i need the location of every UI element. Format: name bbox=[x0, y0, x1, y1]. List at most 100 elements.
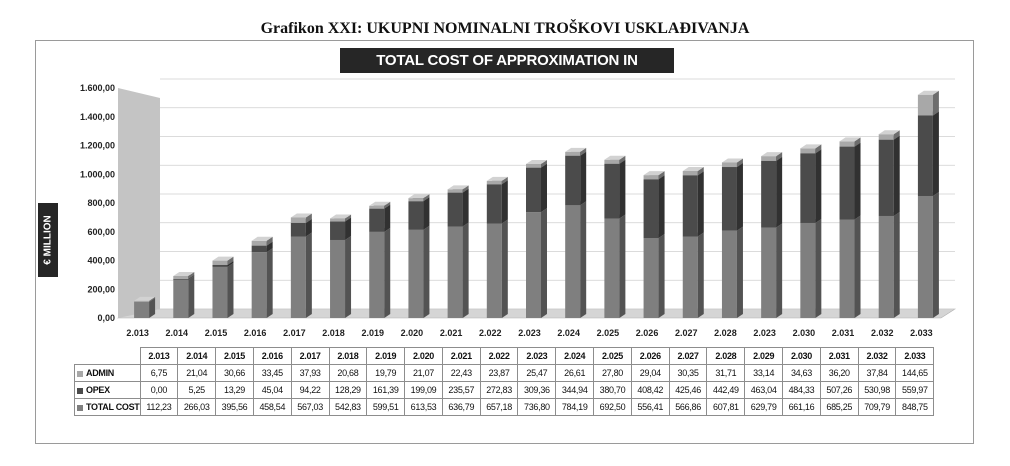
table-cell: 784,19 bbox=[555, 398, 595, 416]
table-header-cell: 2.015 bbox=[215, 347, 254, 365]
table-cell: 599,51 bbox=[366, 398, 406, 416]
data-table: 2.013 2.014 2.015 2.016 2.017 2.018 2.019 2.020… bbox=[74, 347, 935, 416]
bar-opex-front bbox=[761, 160, 777, 228]
bar-admin-side bbox=[776, 152, 783, 161]
table-cell: 33,14 bbox=[744, 364, 784, 382]
table-header-cell: 2.026 bbox=[630, 347, 670, 365]
bar-admin-top bbox=[800, 144, 822, 149]
bar-total-front bbox=[486, 223, 502, 318]
table-cell: 33,45 bbox=[252, 364, 292, 382]
bar-total-front bbox=[800, 222, 816, 318]
table-header-cell: 2.018 bbox=[328, 347, 368, 365]
bar-total-front bbox=[682, 236, 698, 318]
table-row-label: ADMIN bbox=[74, 364, 141, 382]
bar-total-side bbox=[305, 232, 312, 318]
bar-admin-top bbox=[878, 130, 900, 135]
bar-admin-side bbox=[345, 214, 352, 222]
chart-plot: 0,00 200,00 400,00 600,00 800,00 1.000,00 1.20… bbox=[80, 78, 957, 338]
x-tick-label: 2.015 bbox=[205, 328, 228, 338]
bar-total-front bbox=[643, 238, 659, 318]
bar-total-side bbox=[188, 275, 195, 318]
x-tick-label: 2.023 bbox=[518, 328, 541, 338]
bar-admin-top bbox=[251, 236, 273, 241]
table-cell: 309,36 bbox=[517, 381, 557, 399]
bar-opex-side bbox=[305, 218, 312, 237]
bar-admin-front bbox=[604, 159, 620, 164]
table-cell: 21,07 bbox=[404, 364, 443, 382]
bar-total-front bbox=[330, 239, 346, 318]
y-tick-label: 200,00 bbox=[87, 284, 115, 294]
table-header-cell: 2.032 bbox=[857, 347, 897, 365]
bar-opex-side bbox=[227, 260, 234, 267]
y-tick-label: 400,00 bbox=[87, 256, 115, 266]
bar-admin-side bbox=[697, 166, 704, 176]
bar-opex-front bbox=[408, 201, 424, 230]
bar-total-side bbox=[776, 223, 783, 318]
table-cell: 736,80 bbox=[517, 398, 557, 416]
bar-total-front bbox=[526, 212, 541, 318]
bar-opex-side bbox=[815, 149, 822, 223]
table-cell: 629,79 bbox=[744, 398, 784, 416]
bar-admin-side bbox=[932, 90, 939, 116]
table-cell: 685,25 bbox=[819, 398, 859, 416]
table-cell: 21,04 bbox=[177, 364, 217, 382]
table-header-cell: 2.024 bbox=[555, 347, 595, 365]
bar-opex-front bbox=[486, 184, 502, 224]
table-cell: 425,46 bbox=[668, 381, 708, 399]
table-cell: 22,43 bbox=[441, 364, 481, 382]
bar-opex-side bbox=[932, 111, 939, 196]
x-tick-label: 2.025 bbox=[597, 328, 620, 338]
bar-admin-front bbox=[408, 198, 424, 202]
bar-total-side bbox=[462, 222, 469, 318]
bar-admin-side bbox=[501, 176, 508, 185]
table-cell: 661,16 bbox=[782, 398, 821, 416]
bar-admin-front bbox=[682, 170, 698, 176]
bar-admin-side bbox=[541, 159, 547, 168]
table-cell: 94,22 bbox=[290, 381, 330, 399]
bar-admin-top bbox=[330, 214, 352, 219]
x-tick-label: 2.022 bbox=[479, 328, 502, 338]
legend-swatch bbox=[77, 404, 83, 411]
x-tick-label: 2.014 bbox=[166, 328, 189, 338]
bar-opex-front bbox=[212, 264, 228, 267]
bar-opex-front bbox=[682, 175, 698, 237]
table-cell: 442,49 bbox=[706, 381, 746, 399]
bar-total-side bbox=[345, 235, 352, 318]
table-cell: 20,68 bbox=[328, 364, 368, 382]
table-cell: 408,42 bbox=[630, 381, 670, 399]
bar-admin-side bbox=[149, 296, 156, 302]
bar-admin-front bbox=[643, 175, 659, 180]
chart-frame: TOTAL COST OF APPROXIMATION IN NOMINAL T… bbox=[35, 40, 974, 444]
x-tick-label: 2.018 bbox=[322, 328, 345, 338]
y-tick-label: 1.400,00 bbox=[80, 112, 115, 122]
bar-admin-side bbox=[580, 147, 587, 156]
bar-total-side bbox=[384, 227, 391, 318]
table-cell: 144,65 bbox=[895, 364, 935, 382]
y-tick-label: 1.600,00 bbox=[80, 83, 115, 93]
bar-admin-top bbox=[369, 201, 391, 206]
table-cell: 37,93 bbox=[290, 364, 330, 382]
bar-admin-top bbox=[173, 271, 195, 276]
table-cell: 0,00 bbox=[139, 381, 179, 399]
table-cell: 559,97 bbox=[895, 381, 935, 399]
x-tick-label: 2.021 bbox=[440, 328, 463, 338]
bar-admin-side bbox=[305, 213, 312, 223]
bar-admin-front bbox=[330, 218, 346, 222]
bar-admin-side bbox=[227, 256, 234, 265]
bar-opex-front bbox=[839, 146, 855, 220]
table-cell: 567,03 bbox=[290, 398, 330, 416]
bar-opex-front bbox=[526, 167, 541, 213]
x-tick-label: 2.019 bbox=[361, 328, 384, 338]
table-header-cell: 2.021 bbox=[441, 347, 481, 365]
y-tick-label: 1.200,00 bbox=[80, 141, 115, 151]
x-tick-label: 2.024 bbox=[557, 328, 580, 338]
table-cell: 636,79 bbox=[441, 398, 481, 416]
bar-total-front bbox=[369, 231, 385, 318]
y-tick-label: 0,00 bbox=[97, 313, 115, 323]
bar-total-front bbox=[878, 215, 894, 318]
table-cell: 380,70 bbox=[593, 381, 632, 399]
x-tick-label: 2.020 bbox=[401, 328, 424, 338]
bar-total-front bbox=[917, 195, 933, 318]
bar-admin-top bbox=[565, 147, 587, 152]
bar-admin-top bbox=[290, 213, 312, 218]
